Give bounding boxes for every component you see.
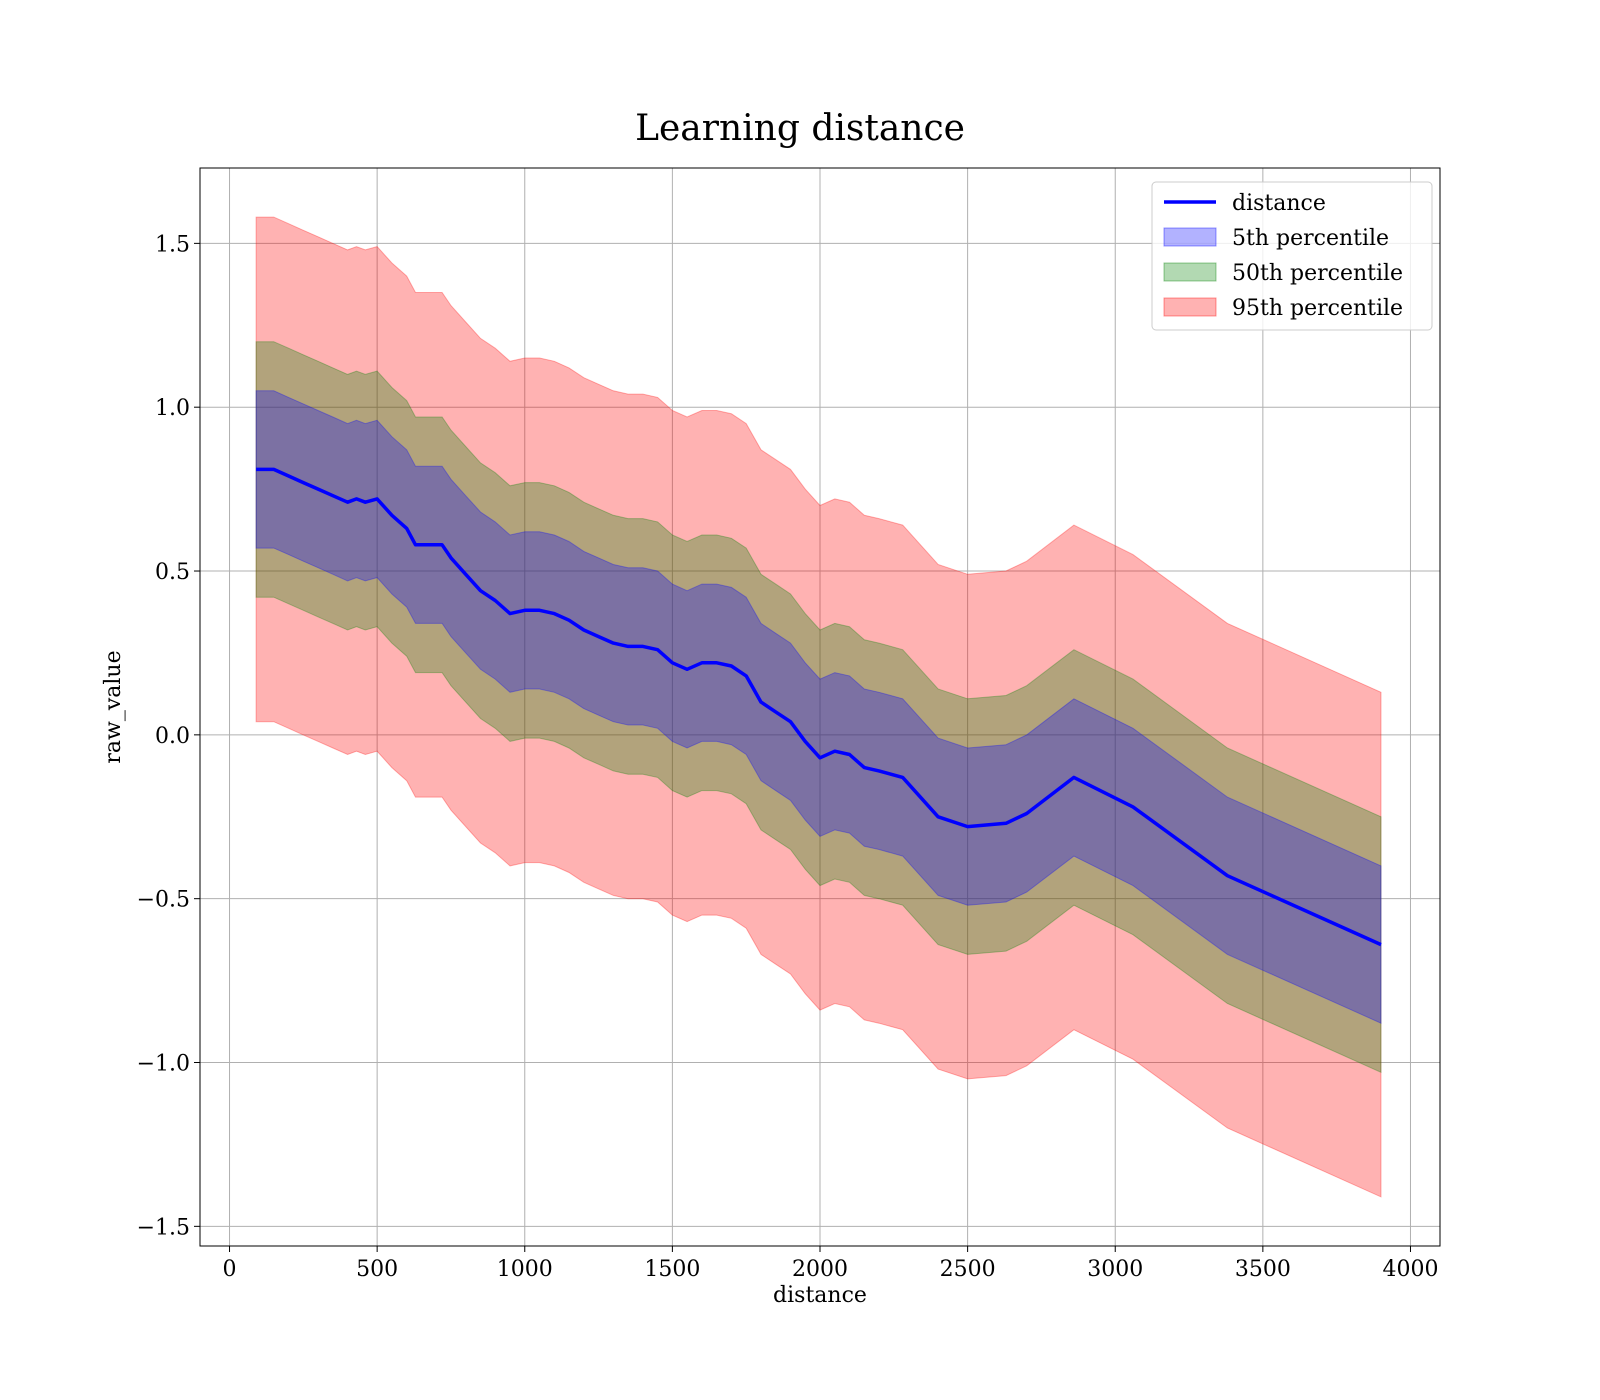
percentile-bands [255,216,1382,1198]
x-tick-label: 3000 [1087,1257,1143,1282]
x-tick-label: 1000 [497,1257,553,1282]
legend-label: 50th percentile [1232,261,1403,286]
band-50th-percentile [255,341,1382,1074]
y-tick-label: 0.0 [155,724,190,749]
distance-line-layer [256,467,1382,947]
legend-box [1151,181,1433,331]
axis-ticks: 0 500 1000 1500 2000 2500 3000 3500 4000 −1.5 −1.0… [137,232,1439,1282]
band-5th-percentile [255,390,1382,1024]
x-tick-label: 0 [223,1257,237,1282]
y-tick-label: −1.5 [137,1215,190,1240]
legend: distance 5th percentile 50th percentile 95t… [1151,181,1433,331]
chart-title: Learning distance [635,108,965,149]
x-tick-label: 2500 [940,1257,996,1282]
x-axis-label: distance [773,1283,867,1308]
grid [200,168,1440,1246]
x-tick-label: 3500 [1235,1257,1291,1282]
x-tick-label: 500 [356,1257,398,1282]
y-tick-label: −0.5 [137,888,190,913]
legend-label: distance [1232,191,1326,216]
legend-label: 5th percentile [1232,226,1389,251]
x-tick-label: 4000 [1382,1257,1438,1282]
y-tick-label: −1.0 [137,1052,190,1077]
y-tick-label: 0.5 [155,560,190,585]
y-axis-label: raw_value [101,650,126,763]
legend-label: 95th percentile [1232,296,1403,321]
y-tick-label: 1.0 [155,396,190,421]
legend-swatch-95th-percentile [1163,297,1217,317]
distance-line [256,467,1382,947]
y-tick-label: 1.5 [155,232,190,257]
x-tick-label: 1500 [644,1257,700,1282]
legend-swatch-50th-percentile [1163,262,1217,282]
legend-swatch-5th-percentile [1163,227,1217,247]
x-tick-label: 2000 [792,1257,848,1282]
band-95th-percentile [255,216,1382,1198]
